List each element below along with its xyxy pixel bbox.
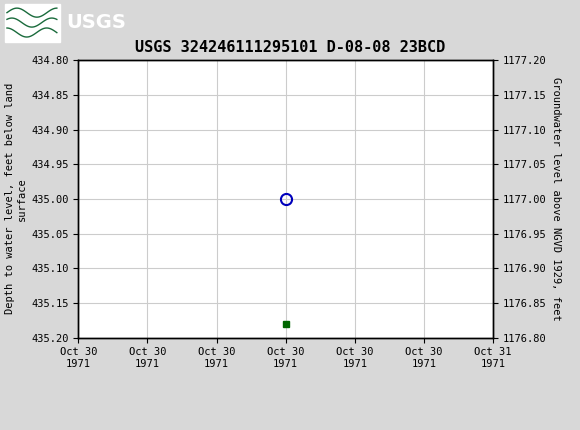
Text: USGS: USGS — [67, 13, 126, 32]
Y-axis label: Groundwater level above NGVD 1929, feet: Groundwater level above NGVD 1929, feet — [550, 77, 561, 321]
Y-axis label: Depth to water level, feet below land
surface: Depth to water level, feet below land su… — [5, 83, 27, 314]
Text: USGS 324246111295101 D-08-08 23BCD: USGS 324246111295101 D-08-08 23BCD — [135, 40, 445, 55]
FancyBboxPatch shape — [5, 3, 60, 42]
